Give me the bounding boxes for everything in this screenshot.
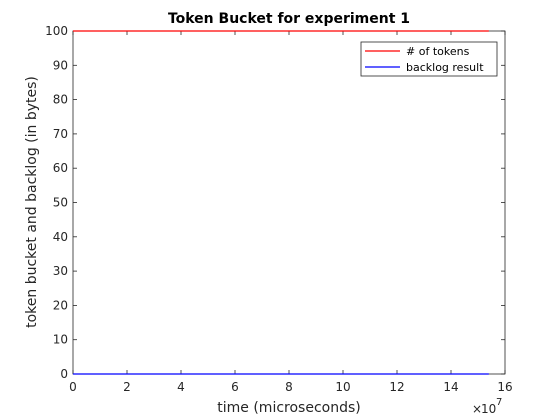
legend-box (360, 41, 498, 77)
series-lines (73, 30, 489, 375)
x-tick-label: 16 (497, 380, 512, 394)
y-tick-label: 10 (53, 333, 68, 347)
x-tick-label: 14 (443, 380, 458, 394)
x-axis-multiplier: × 10 7 (472, 397, 502, 416)
y-axis: 0 10 20 30 40 50 60 70 80 90 100 (45, 24, 505, 381)
legend-label: backlog result (406, 61, 484, 74)
x-tick-label: 12 (389, 380, 404, 394)
x-axis: 0 2 4 6 8 10 12 14 16 (69, 31, 513, 394)
x-tick-label: 0 (69, 380, 77, 394)
chart-title: Token Bucket for experiment 1 (168, 11, 410, 27)
x-tick-label: 8 (285, 380, 293, 394)
y-tick-label: 40 (53, 230, 68, 244)
y-tick-label: 20 (53, 298, 68, 312)
x-tick-label: 2 (123, 380, 131, 394)
x-tick-label: 6 (231, 380, 239, 394)
x-multiplier-exponent: 7 (496, 397, 502, 408)
y-tick-label: 50 (53, 196, 68, 210)
legend: # of tokens backlog result (360, 41, 498, 77)
y-tick-label: 30 (53, 264, 68, 278)
y-axis-label: token bucket and backlog (in bytes) (24, 76, 40, 328)
y-tick-label: 90 (53, 58, 68, 72)
x-multiplier-prefix: × (472, 402, 482, 416)
y-tick-label: 60 (53, 161, 68, 175)
x-axis-label: time (microseconds) (217, 400, 360, 416)
x-tick-label: 4 (177, 380, 185, 394)
x-tick-label: 10 (335, 380, 350, 394)
x-multiplier-base: 10 (481, 402, 496, 416)
y-tick-label: 80 (53, 93, 68, 107)
plot-area (72, 30, 506, 375)
y-tick-label: 0 (60, 367, 68, 381)
legend-label: # of tokens (406, 45, 470, 58)
y-tick-label: 100 (45, 24, 68, 38)
y-tick-label: 70 (53, 127, 68, 141)
